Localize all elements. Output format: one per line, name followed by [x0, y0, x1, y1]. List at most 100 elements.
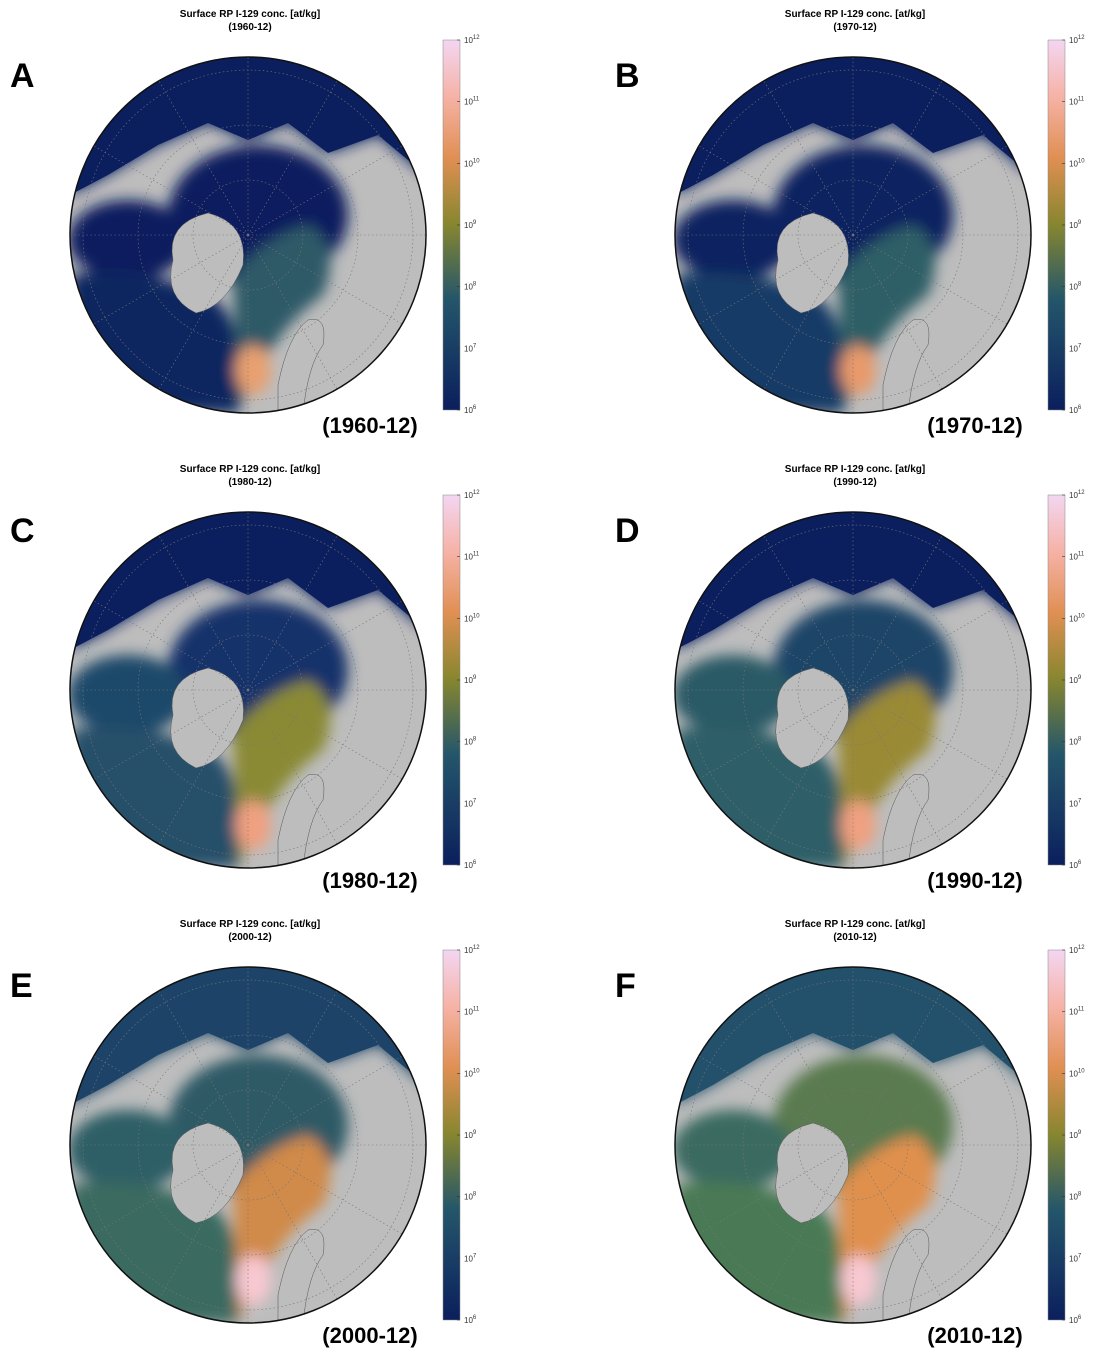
colorbar-tick-label: 1012 [464, 945, 480, 955]
colorbar-tick-label: 1012 [1069, 490, 1085, 500]
panel-letter: D [615, 512, 640, 550]
colorbar-tick-label: 1010 [464, 1068, 480, 1078]
north-sea [235, 345, 271, 395]
panel-letter: B [615, 57, 640, 95]
panel: Surface RP I-129 conc. [at/kg] (2000-12) E… [10, 919, 480, 1348]
tick-exponent: 9 [1078, 675, 1082, 681]
north-sea [235, 1255, 271, 1305]
tick-exponent: 9 [1078, 1130, 1082, 1136]
north-sea [840, 345, 876, 395]
tick-exponent: 11 [1078, 1007, 1085, 1013]
tick-exponent: 8 [1078, 737, 1082, 743]
tick-exponent: 12 [1078, 35, 1085, 41]
map [68, 490, 426, 868]
colorbar-tick-label: 108 [464, 1192, 477, 1202]
tick-exponent: 12 [1078, 490, 1085, 496]
colorbar-tick-label: 1011 [464, 1007, 480, 1017]
colorbar-tick-label: 106 [1069, 405, 1082, 415]
tick-exponent: 7 [1078, 798, 1082, 804]
date-label: (2000-12) [322, 1323, 417, 1348]
colorbar-tick-label: 107 [464, 343, 477, 353]
tick-exponent: 12 [473, 945, 480, 951]
colorbar-tick-label: 107 [1069, 343, 1082, 353]
panel-letter: F [615, 967, 636, 1005]
tick-exponent: 12 [473, 490, 480, 496]
colorbar-tick-label: 108 [1069, 282, 1082, 292]
canadian-archipelago [68, 655, 188, 735]
colorbar-tick-label: 107 [464, 798, 477, 808]
north-sea [840, 1255, 876, 1305]
tick-exponent: 8 [473, 282, 477, 288]
colorbar-tick-label: 1011 [464, 552, 480, 562]
canadian-archipelago [68, 200, 188, 280]
tick-exponent: 9 [1078, 220, 1082, 226]
panel-title: Surface RP I-129 conc. [at/kg] [180, 9, 320, 20]
colorbar-tick-label: 108 [464, 282, 477, 292]
tick-exponent: 8 [1078, 282, 1082, 288]
colorbar-tick-label: 109 [464, 675, 477, 685]
tick-exponent: 11 [473, 552, 480, 558]
map [673, 35, 1031, 413]
panel-subtitle: (2010-12) [833, 932, 876, 943]
tick-exponent: 11 [473, 97, 480, 103]
colorbar-tick-label: 1012 [464, 35, 480, 45]
map [68, 945, 426, 1323]
canadian-archipelago [673, 1110, 793, 1190]
canadian-archipelago [673, 200, 793, 280]
date-label: (1990-12) [927, 868, 1022, 893]
panel-subtitle: (1970-12) [833, 22, 876, 33]
colorbar-tick-label: 106 [464, 405, 477, 415]
colorbar-tick-label: 1011 [1069, 97, 1085, 107]
canadian-archipelago [673, 655, 793, 735]
tick-exponent: 9 [473, 675, 477, 681]
tick-exponent: 12 [1078, 945, 1085, 951]
tick-exponent: 6 [473, 1315, 477, 1321]
colorbar-tick-label: 109 [464, 220, 477, 230]
panel-title: Surface RP I-129 conc. [at/kg] [785, 919, 925, 930]
colorbar-tick-label: 107 [1069, 798, 1082, 808]
tick-exponent: 8 [1078, 1192, 1082, 1198]
panel-title: Surface RP I-129 conc. [at/kg] [785, 464, 925, 475]
tick-exponent: 8 [473, 1192, 477, 1198]
tick-exponent: 6 [1078, 860, 1082, 866]
tick-exponent: 8 [473, 737, 477, 743]
colorbar-tick-label: 106 [464, 1315, 477, 1325]
colorbar-tick-label: 1012 [1069, 945, 1085, 955]
tick-exponent: 10 [1078, 613, 1085, 619]
north-sea [840, 800, 876, 850]
colorbar-tick-label: 1010 [1069, 1068, 1085, 1078]
tick-exponent: 6 [473, 860, 477, 866]
colorbar-tick-label: 1010 [1069, 158, 1085, 168]
panel-letter: A [10, 57, 35, 95]
tick-exponent: 10 [1078, 158, 1085, 164]
colorbar-tick-label: 108 [464, 737, 477, 747]
colorbar-tick-label: 1012 [1069, 35, 1085, 45]
tick-exponent: 12 [473, 35, 480, 41]
tick-exponent: 7 [1078, 1253, 1082, 1259]
tick-exponent: 7 [473, 343, 477, 349]
colorbar-tick-label: 109 [1069, 675, 1082, 685]
tick-exponent: 11 [1078, 97, 1085, 103]
colorbar-tick-label: 106 [1069, 1315, 1082, 1325]
panel: Surface RP I-129 conc. [at/kg] (1990-12) D… [615, 464, 1085, 893]
map [673, 945, 1031, 1323]
colorbar-tick-label: 1010 [464, 158, 480, 168]
colorbar-tick-label: 109 [1069, 1130, 1082, 1140]
tick-exponent: 7 [473, 798, 477, 804]
panel-title: Surface RP I-129 conc. [at/kg] [785, 9, 925, 20]
panel-subtitle: (1960-12) [228, 22, 271, 33]
colorbar-tick-label: 109 [1069, 220, 1082, 230]
date-label: (2010-12) [927, 1323, 1022, 1348]
tick-exponent: 10 [473, 613, 480, 619]
canadian-archipelago [68, 1110, 188, 1190]
colorbar-tick-label: 107 [1069, 1253, 1082, 1263]
colorbar-tick-label: 1010 [464, 613, 480, 623]
tick-exponent: 7 [473, 1253, 477, 1259]
tick-exponent: 6 [1078, 1315, 1082, 1321]
panel-title: Surface RP I-129 conc. [at/kg] [180, 919, 320, 930]
panel-letter: E [10, 967, 33, 1005]
panel: Surface RP I-129 conc. [at/kg] (1960-12) A… [10, 9, 480, 438]
panel: Surface RP I-129 conc. [at/kg] (1970-12) B… [615, 9, 1085, 438]
tick-exponent: 6 [473, 405, 477, 411]
north-sea [235, 800, 271, 850]
